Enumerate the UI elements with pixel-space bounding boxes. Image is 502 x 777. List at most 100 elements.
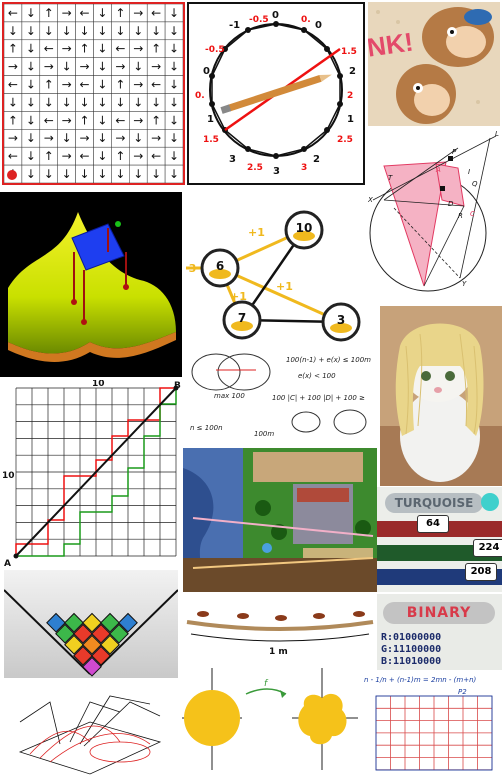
clock-red-label: 3	[301, 163, 307, 173]
clock-red-label: 0.	[195, 91, 205, 101]
arrow-cell: ↓	[97, 77, 107, 91]
arrow-grid-tile: ← ↓ ↑ → ← ↓ ↑ → ← ↓ ↓ ↓ ↓ ↓ ↓ ↓ ↓ ↓ ↓ ↓ ↑ ↓ ← → ↑ ↓ ← → ↑ ↓ → ↓ → ↓ → ↓ → ↓ → ↓…	[2, 2, 185, 185]
arrow-cell: ↓	[115, 95, 125, 109]
clock-red-label: 1.5	[203, 135, 219, 145]
arrow-cell: ←	[80, 6, 90, 20]
arrow-cell: ←	[115, 42, 125, 56]
arrow-cell: →	[62, 6, 72, 20]
arrow-cell: ↑	[151, 42, 161, 56]
arrow-cell: ↑	[151, 113, 161, 127]
ants-on-rope-tile: 1 m	[183, 594, 377, 656]
geom-point-label: P	[452, 148, 457, 156]
grid-label: P2	[458, 688, 467, 696]
arrow-cell: ↓	[26, 95, 36, 109]
arrow-cell: ↓	[62, 131, 72, 145]
cat-with-noodles-photo	[380, 306, 502, 486]
arrow-cell: ↓	[62, 60, 72, 74]
arrow-cell: ↓	[8, 24, 18, 38]
arrow-cell: →	[62, 77, 72, 91]
arrow-cell: ↑	[44, 77, 54, 91]
grid-formula: n - 1/n + (n-1)m = 2mn - (m+n)	[364, 676, 477, 684]
arrow-cell: ←	[44, 42, 54, 56]
arrow-cell: ←	[8, 149, 18, 163]
handwritten-notes: 100(n-1) + e(x) ≤ 100m e(x) < 100 100 |C…	[190, 353, 371, 438]
arrow-cell: ↓	[115, 167, 125, 181]
arrow-cell: ↓	[151, 167, 161, 181]
color-mixer-panel: TURQUOISE 64 224 208	[377, 487, 502, 592]
arrow-cell: ↑	[80, 113, 90, 127]
coin-graph: 10 6 7 3 +1 +1 +1 -3	[186, 210, 361, 342]
clock-red-label: 2.5	[247, 163, 263, 173]
clock-label: 0	[272, 10, 279, 21]
arrow-cell: ↓	[62, 24, 72, 38]
lattice-side-label: 10	[2, 471, 15, 481]
blob-mapping-tile: f	[182, 658, 360, 777]
arrow-cell: ←	[8, 6, 18, 20]
comic-chipmunks-image: NK!	[368, 2, 500, 126]
clock-red-label: -0.5	[249, 15, 269, 25]
arrow-cell: ↑	[115, 149, 125, 163]
arrow-cell: ←	[115, 113, 125, 127]
arrow-cell: ↓	[8, 95, 18, 109]
arrow-cell: ↓	[97, 113, 107, 127]
clock-red-label: 1.5	[341, 47, 357, 57]
binary-panel: BINARY R:01000000 G:11100000 B:11010000	[377, 594, 502, 670]
lattice-path-tile: 10 10 A B	[0, 380, 182, 568]
arrow-cell: ↓	[133, 167, 143, 181]
mapping-label: f	[264, 679, 269, 689]
lattice-corner-a: A	[4, 559, 11, 568]
color-title-pill: TURQUOISE	[385, 493, 483, 513]
arrow-cell: ↓	[62, 95, 72, 109]
arrow-cell: →	[115, 131, 125, 145]
arrow-cell: ↓	[62, 167, 72, 181]
arrow-cell: ↓	[97, 131, 107, 145]
pages-geometry-tile	[0, 682, 180, 777]
diamond-funnel-tile	[4, 570, 178, 678]
arrow-cell: ←	[151, 149, 161, 163]
arrow-cell: ↓	[80, 167, 90, 181]
arrow-cell: →	[62, 42, 72, 56]
green-value: 224	[473, 539, 502, 557]
clock-label: 0	[315, 20, 322, 31]
geom-point-label: R	[458, 212, 463, 220]
arrow-cell: ↓	[97, 60, 107, 74]
arrow-cell: ↓	[97, 149, 107, 163]
arrow-cell: ←	[151, 6, 161, 20]
arrow-cell: ↓	[169, 167, 179, 181]
arrow-cell: →	[151, 131, 161, 145]
turquoise-swatch	[481, 493, 499, 511]
graph-node-label: 7	[238, 311, 246, 325]
arrow-cell: →	[133, 113, 143, 127]
binary-blue-row: B:11010000	[381, 656, 442, 667]
note-line: n ≤ 100n	[190, 424, 223, 432]
geom-point-label: C	[470, 210, 475, 218]
arrow-cell: ↓	[26, 42, 36, 56]
arrow-cell: ↑	[80, 42, 90, 56]
geometry-diagram-tile: L P Q T X I A D R C Y	[368, 128, 502, 304]
clock-label: -1	[229, 20, 240, 31]
lattice-corner-b: B	[174, 381, 181, 391]
blue-value: 208	[465, 563, 497, 581]
arrow-cell: ↓	[169, 131, 179, 145]
arrow-cell: ↑	[44, 149, 54, 163]
arrow-cell: ↓	[26, 6, 36, 20]
geom-point-label: Q	[472, 180, 478, 188]
arrow-cell: ↓	[44, 95, 54, 109]
clock-red-label: 2	[347, 91, 353, 101]
rope-length-label: 1 m	[269, 647, 288, 656]
geom-point-label: I	[468, 168, 470, 176]
grid-formula-tile: n - 1/n + (n-1)m = 2mn - (m+n) P2	[362, 672, 502, 777]
clock-label: 1	[207, 114, 214, 125]
note-line: 100 |C| + 100 |D| + 100 ≥	[272, 394, 365, 402]
clock-label: 2	[349, 66, 356, 77]
arrow-cell: ↑	[115, 77, 125, 91]
note-line: 100m	[254, 430, 274, 438]
note-line: e(x) < 100	[298, 372, 336, 380]
arrow-cell: ↓	[169, 149, 179, 163]
arrow-cell: ↓	[151, 24, 161, 38]
note-line: 100(n-1) + e(x) ≤ 100m	[286, 356, 371, 364]
arrow-cell: →	[115, 60, 125, 74]
arrow-cell: ↓	[26, 77, 36, 91]
clock-red-label: 2.5	[337, 135, 353, 145]
arrow-cell: →	[62, 113, 72, 127]
